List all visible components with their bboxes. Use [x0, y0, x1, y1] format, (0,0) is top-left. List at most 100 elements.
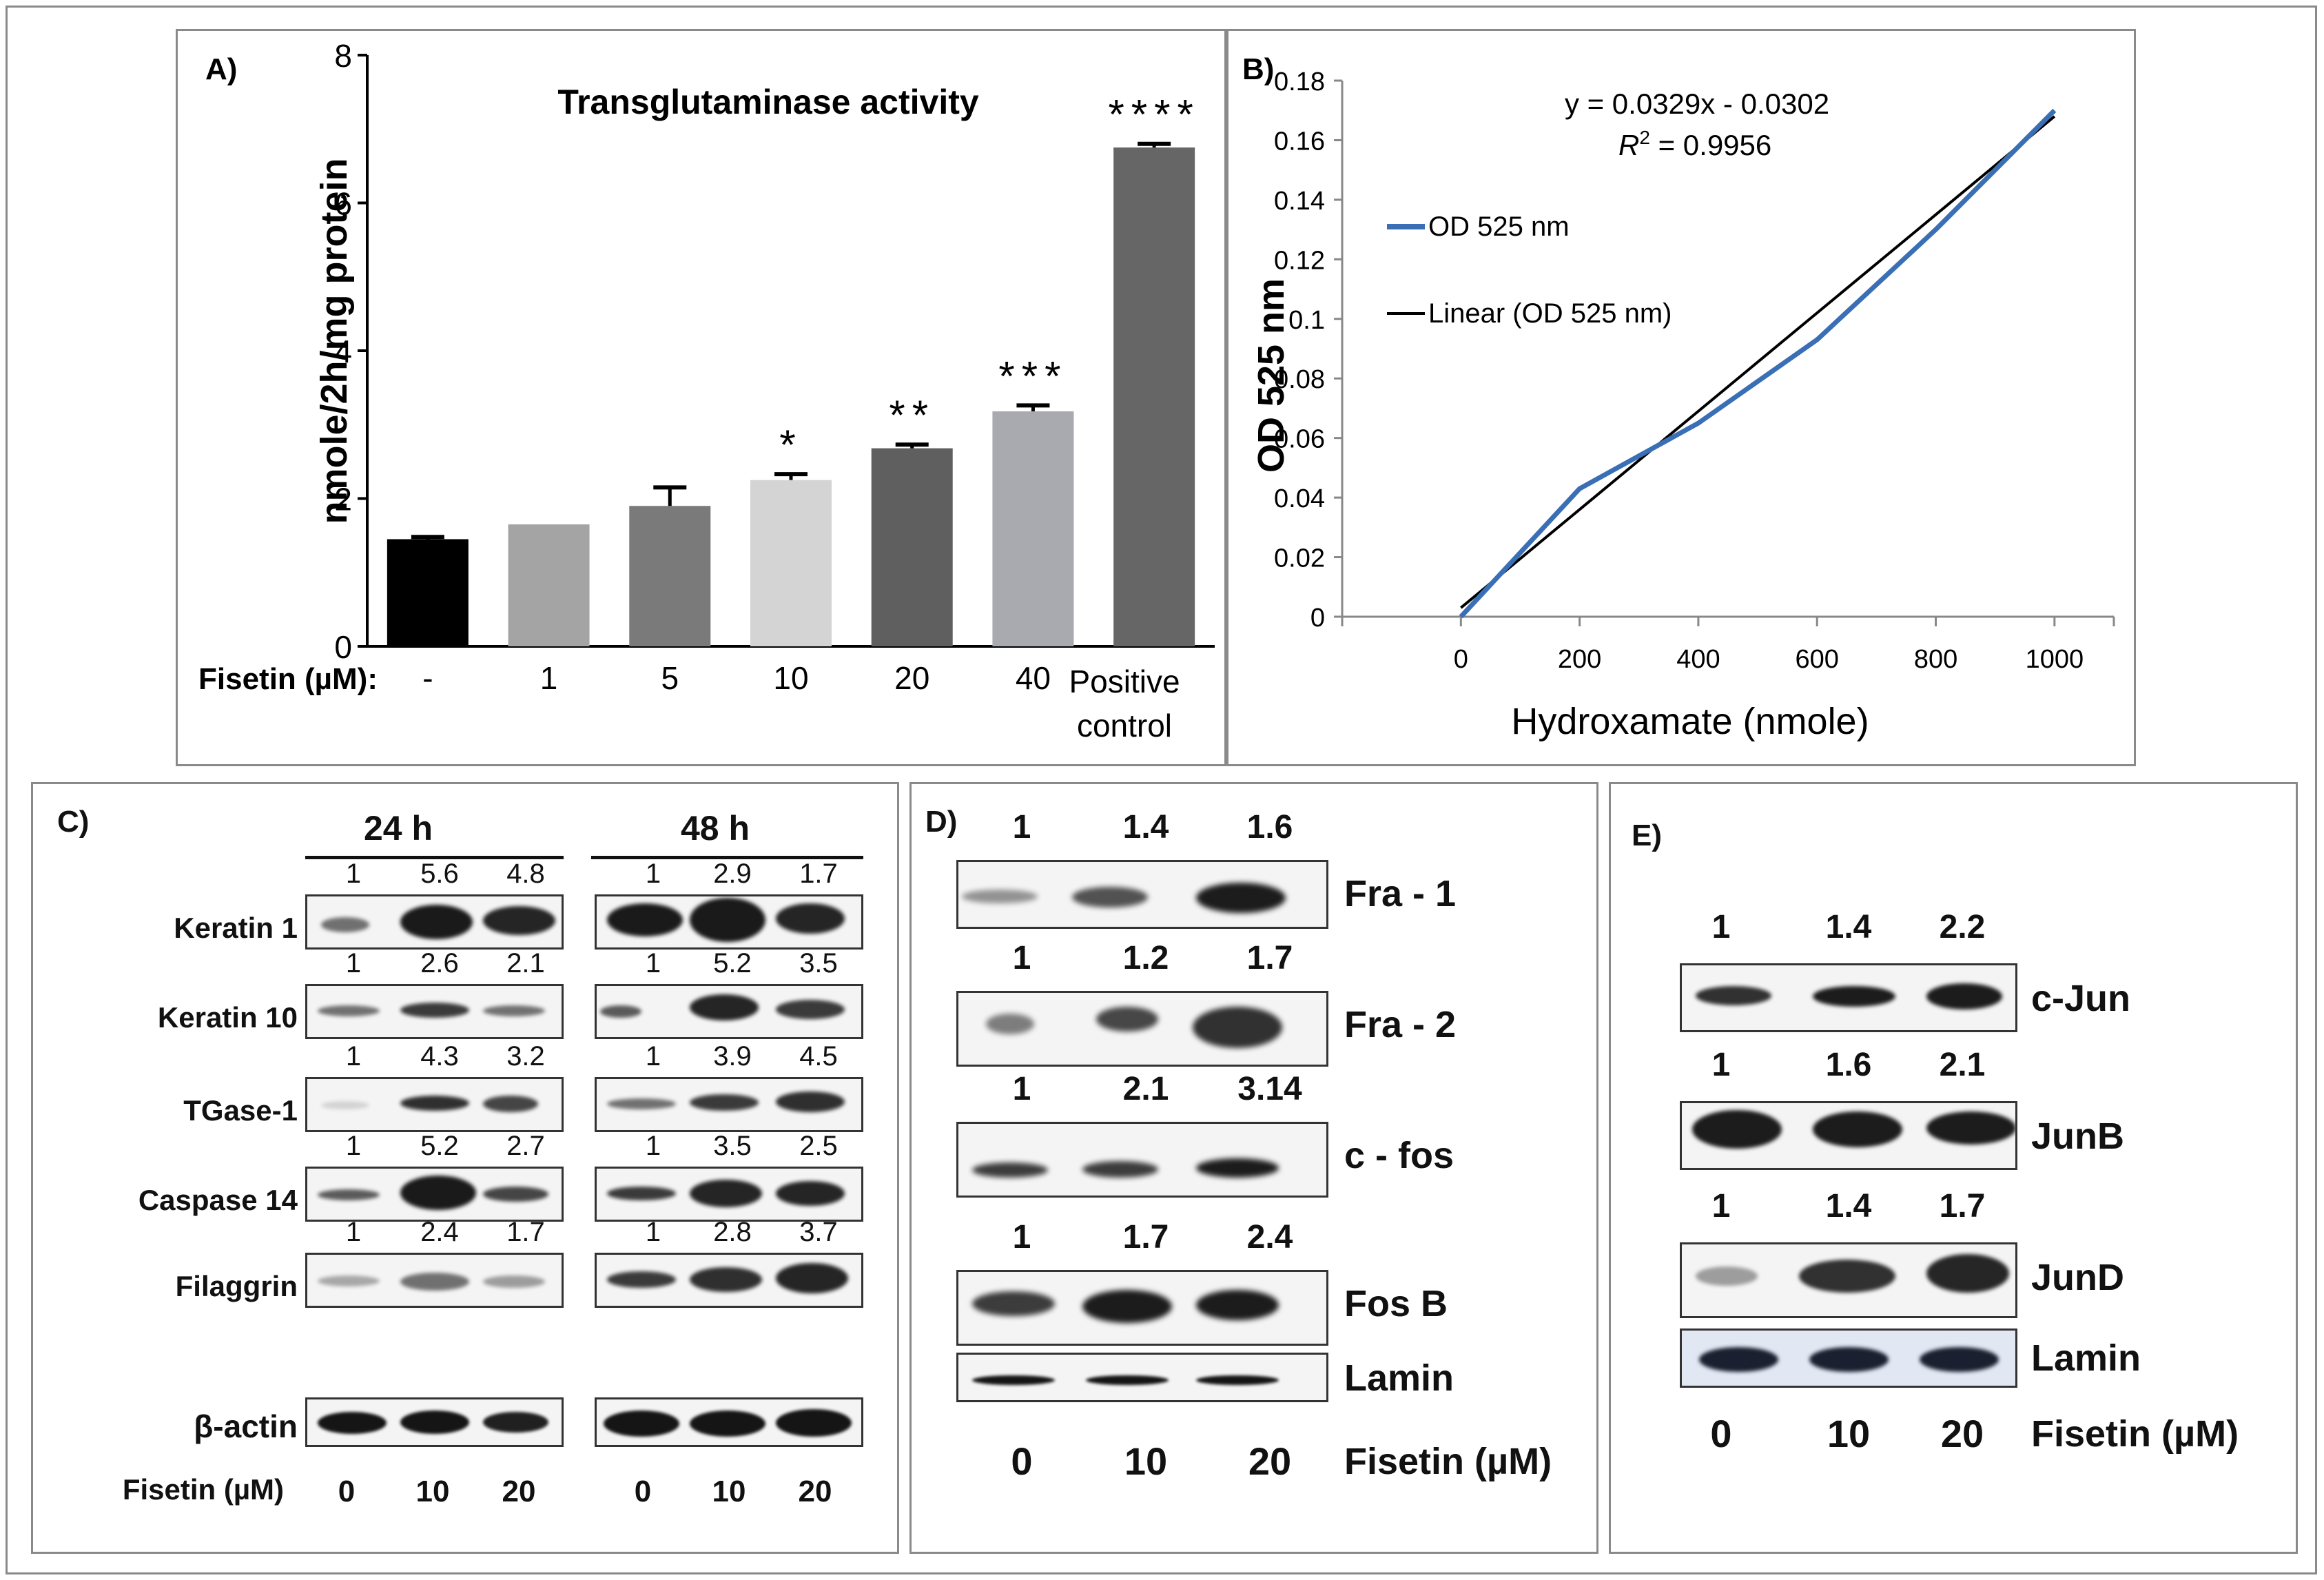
fold-change-value: 3.7: [799, 1217, 838, 1247]
fold-change-value: 2.1: [506, 948, 545, 978]
panel-c-label: C): [57, 805, 90, 839]
x-tick-label: 1: [540, 660, 558, 696]
bar-chart: A) Transglutaminase activity nmole/2h/mg…: [198, 38, 1215, 743]
protein-band: [962, 890, 1038, 903]
dose-10: 10: [1124, 1439, 1168, 1483]
blot-strip-24h: [305, 1253, 564, 1308]
blot-row-label: Fra - 1: [1344, 873, 1457, 914]
dose-24h-20: 20: [502, 1475, 536, 1508]
fold-change-value: 1.7: [799, 859, 838, 889]
protein-band: [776, 1263, 848, 1293]
fold-change-value: 1: [645, 1131, 661, 1161]
fold-change-value: 2.8: [713, 1217, 752, 1247]
panel-a: A) Transglutaminase activity nmole/2h/mg…: [176, 29, 1226, 766]
fold-change-value: 1: [345, 1131, 362, 1161]
protein-band: [483, 1187, 548, 1202]
protein-band: [483, 906, 555, 935]
fold-change-value: 4.8: [506, 859, 545, 889]
fold-change-value: 1: [1711, 1047, 1731, 1083]
protein-band: [1799, 1260, 1895, 1293]
panel-c: C) 24 h 48 h Keratin 1 1 5.6 4.8 1 2.9 1.7 Kera…: [31, 782, 899, 1554]
protein-band: [318, 1275, 380, 1286]
x-tick-label: 200: [1558, 645, 1601, 674]
protein-band: [1813, 1111, 1902, 1147]
y-tick-label: 4: [334, 334, 352, 369]
bar: [1113, 147, 1195, 646]
fold-change-value: 2.1: [1939, 1047, 1986, 1083]
fold-change-value: 3.14: [1237, 1071, 1302, 1107]
y-tick-label: 0.14: [1274, 187, 1325, 216]
protein-band: [776, 1091, 845, 1112]
protein-band: [972, 1375, 1055, 1385]
protein-band: [1809, 1347, 1889, 1372]
trendline: [1460, 115, 2056, 609]
blot-strip-24h: [305, 984, 564, 1039]
fold-change-value: 1: [1012, 809, 1031, 845]
blot-strip-24h: [305, 894, 564, 950]
protein-band: [776, 1409, 852, 1437]
x-tick-label: 10: [773, 660, 808, 696]
protein-band: [400, 1096, 469, 1111]
protein-band: [1096, 1007, 1158, 1032]
chart-a-xlabel: Fisetin (µM):: [198, 662, 378, 696]
y-tick-label: 0.06: [1274, 425, 1325, 454]
blot-strip-48h: [595, 1253, 863, 1308]
blot-row-label: c-Jun: [2031, 978, 2131, 1019]
fold-change-value: 4.3: [420, 1041, 459, 1071]
protein-band: [1082, 1290, 1172, 1323]
blot-strip: [956, 991, 1328, 1067]
fold-change-value: 2.9: [713, 859, 752, 889]
x-tick-label: 400: [1676, 645, 1720, 674]
fold-change-value: 2.6: [420, 948, 459, 978]
protein-band: [400, 905, 473, 939]
blot-row-label: Fra - 2: [1344, 1004, 1457, 1045]
fold-change-value: 5.2: [420, 1131, 459, 1161]
protein-band: [1926, 1111, 2015, 1145]
chart-b-ylabel: OD 525 nm: [1251, 278, 1292, 473]
protein-band: [321, 917, 369, 932]
panel-d: D) 1 1.4 1.6 Fra - 1 1 1.2 1.7 Fra - 2 1 2.1 3.14 c…: [909, 782, 1598, 1554]
fold-change-value: 2.1: [1122, 1071, 1169, 1107]
dose-48h-20: 20: [798, 1475, 832, 1508]
protein-band: [1699, 1347, 1778, 1372]
y-tick-label: 0: [1310, 604, 1325, 633]
divider-24h: [305, 856, 564, 859]
protein-band: [776, 1181, 845, 1206]
divider-48h: [591, 856, 863, 859]
line-chart: B) y = 0.0329x - 0.0302 R2 = 0.9956 OD 5…: [1242, 52, 2115, 742]
blot-strip-48h: [595, 984, 863, 1039]
r-squared: R2 = 0.9956: [1618, 127, 1771, 161]
fold-change-value: 5.6: [420, 859, 459, 889]
y-tick-label: 0.08: [1274, 365, 1325, 394]
blot-row-label: Fos B: [1344, 1283, 1448, 1324]
y-tick-label: 0.12: [1274, 246, 1325, 275]
regression-equation: y = 0.0329x - 0.0302: [1565, 88, 1829, 120]
protein-band: [986, 1014, 1034, 1034]
r2-symbol: R: [1618, 129, 1639, 161]
blot-strip-24h: [305, 1397, 564, 1447]
fold-change-value: 1: [1711, 1188, 1731, 1224]
blot-strip-24h: [305, 1077, 564, 1132]
protein-band: [776, 1000, 845, 1019]
dose-20: 20: [1248, 1439, 1292, 1483]
protein-band: [1920, 1347, 1999, 1372]
bar: [871, 448, 953, 646]
loading-control-label: Lamin: [2031, 1337, 2141, 1379]
fisetin-label: Fisetin (µM): [1344, 1441, 1552, 1482]
dose-24h-10: 10: [415, 1475, 450, 1508]
blot-strip-48h: [595, 1077, 863, 1132]
panel-a-label: A): [205, 52, 237, 86]
bar: [508, 524, 590, 646]
fold-change-value: 1.7: [1246, 940, 1293, 976]
protein-band: [1072, 887, 1148, 907]
chart-a-title: Transglutaminase activity: [557, 83, 979, 121]
protein-band: [1193, 1007, 1282, 1048]
blot-strip: [1680, 1328, 2017, 1388]
blot-strip: [1680, 1242, 2017, 1318]
protein-band: [1926, 1254, 2009, 1293]
protein-band: [1196, 1158, 1279, 1178]
x-tick-label: 600: [1796, 645, 1839, 674]
blot-row-label: Keratin 1: [174, 912, 298, 944]
x-tick-label: 800: [1914, 645, 1957, 674]
